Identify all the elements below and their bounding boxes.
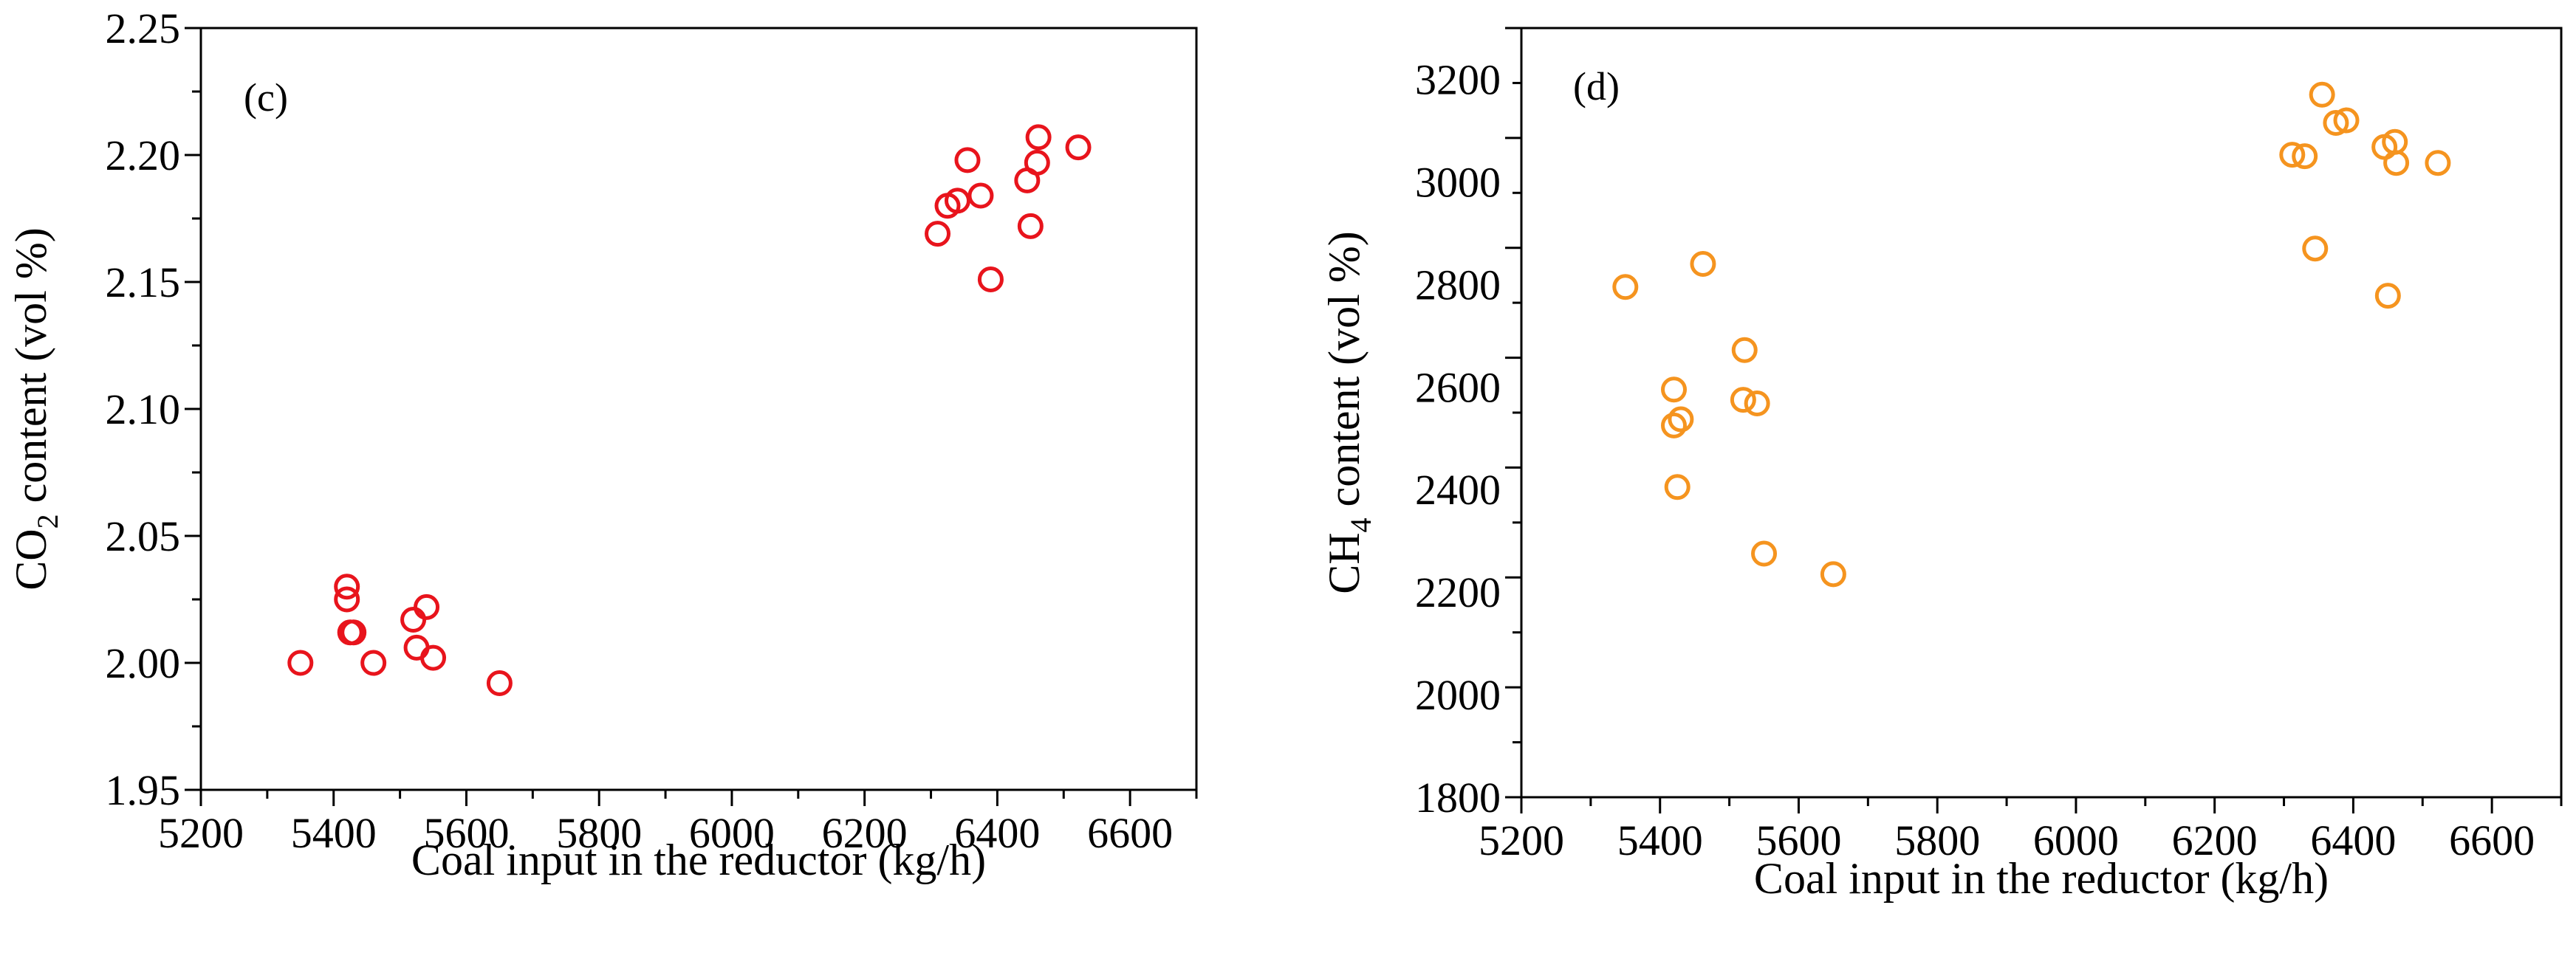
y-tick-label: 2000 [1415, 671, 1501, 719]
data-point [1690, 251, 1716, 278]
y-tick-label: 1800 [1415, 774, 1501, 822]
data-point [2374, 283, 2401, 309]
y-tick-label: 3200 [1415, 55, 1501, 103]
data-point [486, 670, 513, 697]
y-tick-label: 2.20 [106, 131, 181, 179]
data-point [334, 574, 360, 600]
data-point [1744, 390, 1770, 416]
y-tick-label: 3000 [1415, 158, 1501, 206]
data-point [1731, 337, 1758, 363]
data-point [420, 644, 447, 671]
data-point [1025, 124, 1052, 151]
data-point [925, 221, 951, 247]
x-tick-label: 5400 [291, 809, 377, 857]
data-point [954, 147, 981, 173]
x-tick-label: 6000 [2033, 816, 2119, 864]
x-tick-label: 6600 [2449, 816, 2535, 864]
y-tick-label: 2600 [1415, 363, 1501, 411]
data-point [2292, 143, 2318, 170]
x-tick-label: 6400 [2310, 816, 2396, 864]
x-tick-label: 5800 [556, 809, 642, 857]
y-tick-label: 1.95 [106, 766, 181, 814]
x-tick-label: 6400 [954, 809, 1040, 857]
data-point [1751, 540, 1778, 567]
x-tick-label: 6200 [822, 809, 908, 857]
data-point [400, 607, 427, 633]
panel-c: 5200 5400 5600 5800 6000 6200 6400 6600 1.95 2.00… [7, 4, 1198, 884]
data-point [1065, 134, 1092, 161]
data-point [1664, 474, 1690, 500]
panel-label: (d) [1573, 64, 1620, 109]
data-point [334, 586, 360, 613]
y-tick-label: 2.25 [106, 4, 181, 52]
y-axis-title-suffix: content (vol %) [7, 227, 55, 514]
data-point [287, 650, 314, 676]
data-point [1661, 412, 1688, 438]
data-point [403, 634, 430, 661]
data-point [977, 266, 1004, 293]
x-tick-label: 6200 [2172, 816, 2258, 864]
data-point [1661, 376, 1688, 403]
y-axis-title-prefix: CO [7, 529, 55, 590]
x-tick-label: 5800 [1894, 816, 1980, 864]
data-point [1024, 149, 1050, 176]
y-axis-title-subscript: 2 [31, 514, 64, 529]
x-tick-label: 5400 [1617, 816, 1703, 864]
y-axis-title: CO2 content (vol %) [7, 227, 64, 591]
x-tick-label: 5200 [158, 809, 244, 857]
data-point [2383, 150, 2410, 176]
data-point [1820, 561, 1846, 588]
data-point [360, 650, 387, 676]
y-tick-label: 2.15 [106, 258, 181, 306]
data-point [1017, 213, 1044, 239]
data-point [1730, 387, 1756, 413]
data-point [2279, 142, 2306, 168]
x-axis-title: Coal input in the reductor (kg/h) [411, 836, 986, 884]
data-point [2425, 150, 2451, 176]
x-tick-label: 5600 [1755, 816, 1841, 864]
panel-label: (c) [244, 75, 288, 120]
y-axis-title-suffix: content (vol %) [1320, 231, 1368, 517]
data-point [2309, 81, 2335, 108]
y-tick-label: 2.05 [106, 512, 181, 560]
y-tick-label: 2.00 [106, 639, 181, 687]
data-point [2333, 107, 2360, 134]
data-point [944, 187, 970, 214]
y-tick-label: 2200 [1415, 568, 1501, 616]
data-point [340, 619, 367, 646]
data-point [1612, 274, 1639, 300]
x-tick-label: 5200 [1479, 816, 1564, 864]
y-tick-label: 2800 [1415, 261, 1501, 309]
y-axis-title-subscript: 4 [1344, 517, 1377, 532]
data-point [2302, 235, 2329, 262]
y-tick-label: 2.10 [106, 385, 181, 433]
x-tick-label: 5600 [423, 809, 509, 857]
data-point [414, 593, 440, 620]
data-point [2323, 110, 2349, 137]
x-axis-title: Coal input in the reductor (kg/h) [1754, 854, 2329, 903]
x-tick-label: 6600 [1087, 809, 1173, 857]
y-axis-title: CH4 content (vol %) [1320, 231, 1377, 594]
data-point [967, 182, 994, 209]
y-tick-label: 2400 [1415, 466, 1501, 514]
y-axis-title-prefix: CH [1320, 532, 1368, 593]
x-tick-label: 6000 [689, 809, 775, 857]
panel-d: 5200 5400 5600 5800 6000 6200 6400 6600 1800 2000… [1320, 27, 2563, 903]
data-point [1668, 406, 1694, 433]
